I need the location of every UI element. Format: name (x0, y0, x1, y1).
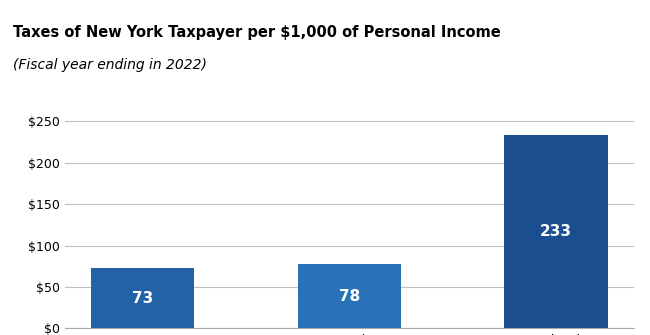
Bar (298, 264, 401, 328)
Bar (504, 135, 608, 328)
Bar (91, 268, 194, 328)
Text: 78: 78 (339, 288, 360, 304)
Text: (Fiscal year ending in 2022): (Fiscal year ending in 2022) (13, 58, 207, 72)
Text: 233: 233 (540, 224, 572, 240)
Text: 73: 73 (132, 290, 153, 306)
Text: Taxes of New York Taxpayer per $1,000 of Personal Income: Taxes of New York Taxpayer per $1,000 of… (13, 25, 500, 40)
